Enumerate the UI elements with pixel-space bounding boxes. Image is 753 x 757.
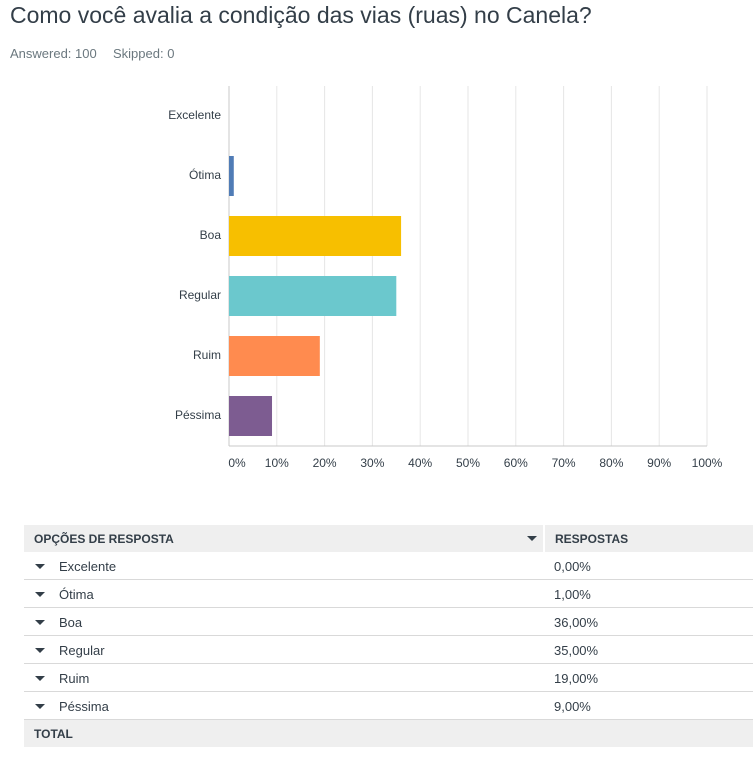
total-row: TOTAL — [24, 720, 753, 747]
total-label: TOTAL — [34, 727, 73, 741]
expand-caret[interactable] — [35, 620, 45, 625]
x-tick-label: 60% — [504, 456, 528, 470]
expand-caret[interactable] — [35, 648, 45, 653]
skipped-count: Skipped: 0 — [113, 46, 175, 61]
x-tick-label: 20% — [313, 456, 337, 470]
header-cell: OPÇÕES DE RESPOSTA — [34, 532, 174, 546]
answer-option: Ótima — [59, 587, 94, 602]
response-percent: 36,00% — [554, 615, 599, 630]
answer-option: Regular — [59, 643, 105, 658]
expand-caret[interactable] — [35, 592, 45, 597]
x-tick-label: 10% — [265, 456, 289, 470]
bar — [229, 156, 234, 196]
table-row: Ruim 19,00% — [24, 664, 753, 692]
header-cell: RESPOSTAS — [555, 532, 629, 546]
table-row: Boa 36,00% — [24, 608, 753, 636]
response-percent: 35,00% — [554, 643, 599, 658]
table-row: Péssima 9,00% — [24, 692, 753, 720]
expand-caret[interactable] — [35, 564, 45, 569]
answer-option: Boa — [59, 615, 83, 630]
y-tick-label: Ruim — [193, 348, 221, 362]
x-tick-label: 90% — [647, 456, 671, 470]
results-table: OPÇÕES DE RESPOSTA RESPOSTAS Excelente 0,… — [24, 525, 753, 747]
table-header: OPÇÕES DE RESPOSTA RESPOSTAS — [24, 525, 753, 552]
x-tick-label: 30% — [360, 456, 384, 470]
expand-caret[interactable] — [35, 676, 45, 681]
response-percent: 9,00% — [554, 699, 591, 714]
response-percent: 0,00% — [554, 559, 591, 574]
separator — [543, 525, 545, 552]
expand-caret[interactable] — [35, 704, 45, 709]
question-title: Como você avalia a condição das vias (ru… — [10, 2, 592, 28]
x-tick-label: 70% — [552, 456, 576, 470]
response-percent: 19,00% — [554, 671, 599, 686]
table-row: Regular 35,00% — [24, 636, 753, 664]
table-row: Ótima 1,00% — [24, 580, 753, 608]
bar — [229, 216, 402, 256]
response-percent: 1,00% — [554, 587, 591, 602]
bar — [229, 276, 397, 316]
x-tick-label: 40% — [408, 456, 432, 470]
sort-toggle[interactable] — [527, 536, 537, 541]
answer-option: Péssima — [59, 699, 109, 714]
answered-count: Answered: 100 — [10, 46, 97, 61]
y-tick-label: Regular — [179, 288, 221, 302]
answer-option: Excelente — [59, 559, 117, 574]
bar — [229, 336, 320, 376]
y-tick-label: Excelente — [168, 108, 221, 122]
y-tick-label: Boa — [200, 228, 222, 242]
y-tick-label: Ótima — [189, 167, 221, 182]
x-tick-label: 80% — [599, 456, 623, 470]
x-tick-label: 0% — [228, 456, 246, 470]
table-body: Excelente 0,00% Ótima 1,00% Boa 36,00% Regular… — [24, 552, 753, 720]
x-tick-label: 50% — [456, 456, 480, 470]
y-tick-label: Péssima — [175, 408, 221, 422]
x-tick-label: 100% — [692, 456, 723, 470]
bar — [229, 396, 273, 436]
table-row: Excelente 0,00% — [24, 552, 753, 580]
answer-option: Ruim — [59, 671, 90, 686]
chart: 0% 10% 20% 30% 40% 50% 60% 70% 80% 90% 100% Excelen… — [168, 86, 723, 470]
